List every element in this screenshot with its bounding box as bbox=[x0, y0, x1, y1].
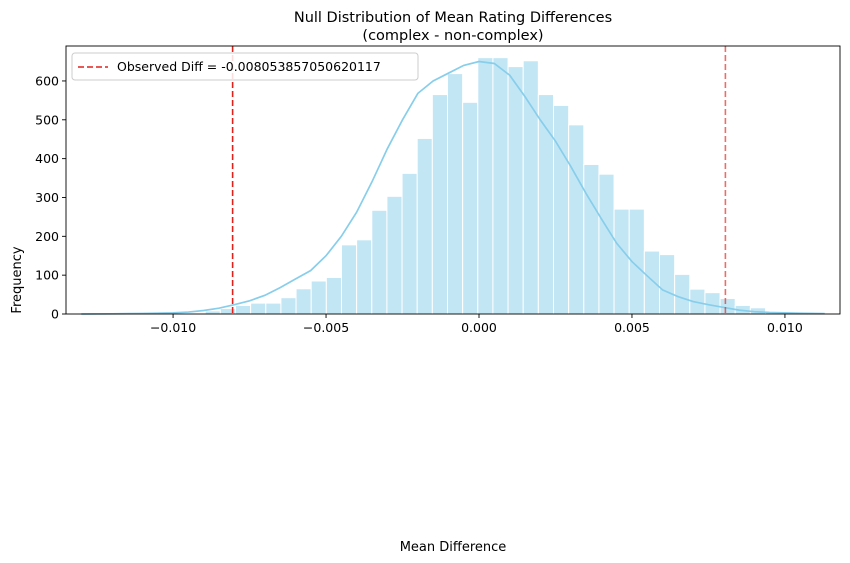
y-tick-label: 500 bbox=[35, 112, 59, 127]
histogram-bar bbox=[356, 239, 373, 315]
histogram-bar bbox=[280, 297, 297, 315]
histogram-bar bbox=[583, 163, 600, 315]
x-tick-label: −0.005 bbox=[303, 320, 349, 335]
histogram-bar bbox=[492, 57, 509, 315]
histogram-bar bbox=[295, 288, 312, 315]
legend: Observed Diff = -0.008053857050620117 bbox=[71, 52, 419, 81]
x-axis-label: Mean Difference bbox=[400, 540, 507, 555]
y-tick-label: 600 bbox=[35, 73, 59, 88]
x-tick-label: 0.005 bbox=[614, 320, 650, 335]
x-axis-ticks: −0.010 −0.005 0.000 0.005 0.010 bbox=[150, 314, 803, 335]
histogram-bar bbox=[431, 94, 448, 315]
histogram-bar bbox=[310, 280, 327, 315]
x-tick-label: 0.010 bbox=[767, 320, 803, 335]
histogram-bar bbox=[507, 66, 524, 315]
histogram-bar bbox=[416, 137, 433, 315]
histogram-bar bbox=[568, 124, 585, 315]
histogram-bar bbox=[552, 104, 570, 315]
histogram-bar bbox=[250, 302, 267, 315]
x-tick-label: 0.000 bbox=[461, 320, 497, 335]
y-tick-label: 0 bbox=[51, 307, 59, 322]
y-tick-label: 300 bbox=[35, 190, 59, 205]
histogram-bar bbox=[674, 273, 691, 315]
y-tick-label: 400 bbox=[35, 151, 59, 166]
y-tick-label: 100 bbox=[35, 268, 59, 283]
histogram-bar bbox=[265, 302, 282, 315]
histogram-bar bbox=[719, 297, 736, 315]
kde-curve bbox=[81, 60, 825, 315]
histogram-bar bbox=[340, 244, 358, 315]
legend-label: Observed Diff = -0.008053857050620117 bbox=[117, 59, 381, 74]
x-tick-label: −0.010 bbox=[150, 320, 196, 335]
plot-frame bbox=[65, 45, 841, 315]
histogram-bar bbox=[613, 208, 630, 315]
histogram-bar bbox=[401, 172, 418, 315]
histogram-bar bbox=[325, 276, 342, 315]
histogram-bar bbox=[643, 250, 661, 315]
histogram-bar bbox=[446, 73, 464, 315]
y-axis-label: Frequency bbox=[10, 246, 25, 313]
y-axis-ticks: 0 100 200 300 400 500 600 bbox=[35, 73, 66, 322]
histogram-bar bbox=[462, 101, 479, 315]
chart-title-line2: (complex - non-complex) bbox=[362, 28, 543, 44]
chart-title-line1: Null Distribution of Mean Rating Differe… bbox=[294, 10, 612, 26]
histogram-bar bbox=[477, 57, 494, 315]
legend-box bbox=[71, 52, 419, 81]
y-tick-label: 200 bbox=[35, 229, 59, 244]
histogram-bar bbox=[659, 254, 676, 315]
histogram-bar bbox=[234, 304, 252, 315]
histogram-bars bbox=[204, 57, 797, 315]
histogram-bar bbox=[386, 195, 403, 315]
histogram-bar bbox=[204, 310, 221, 315]
histogram-bar bbox=[598, 173, 615, 315]
histogram-bar bbox=[371, 209, 388, 315]
histogram-bar bbox=[704, 292, 721, 315]
